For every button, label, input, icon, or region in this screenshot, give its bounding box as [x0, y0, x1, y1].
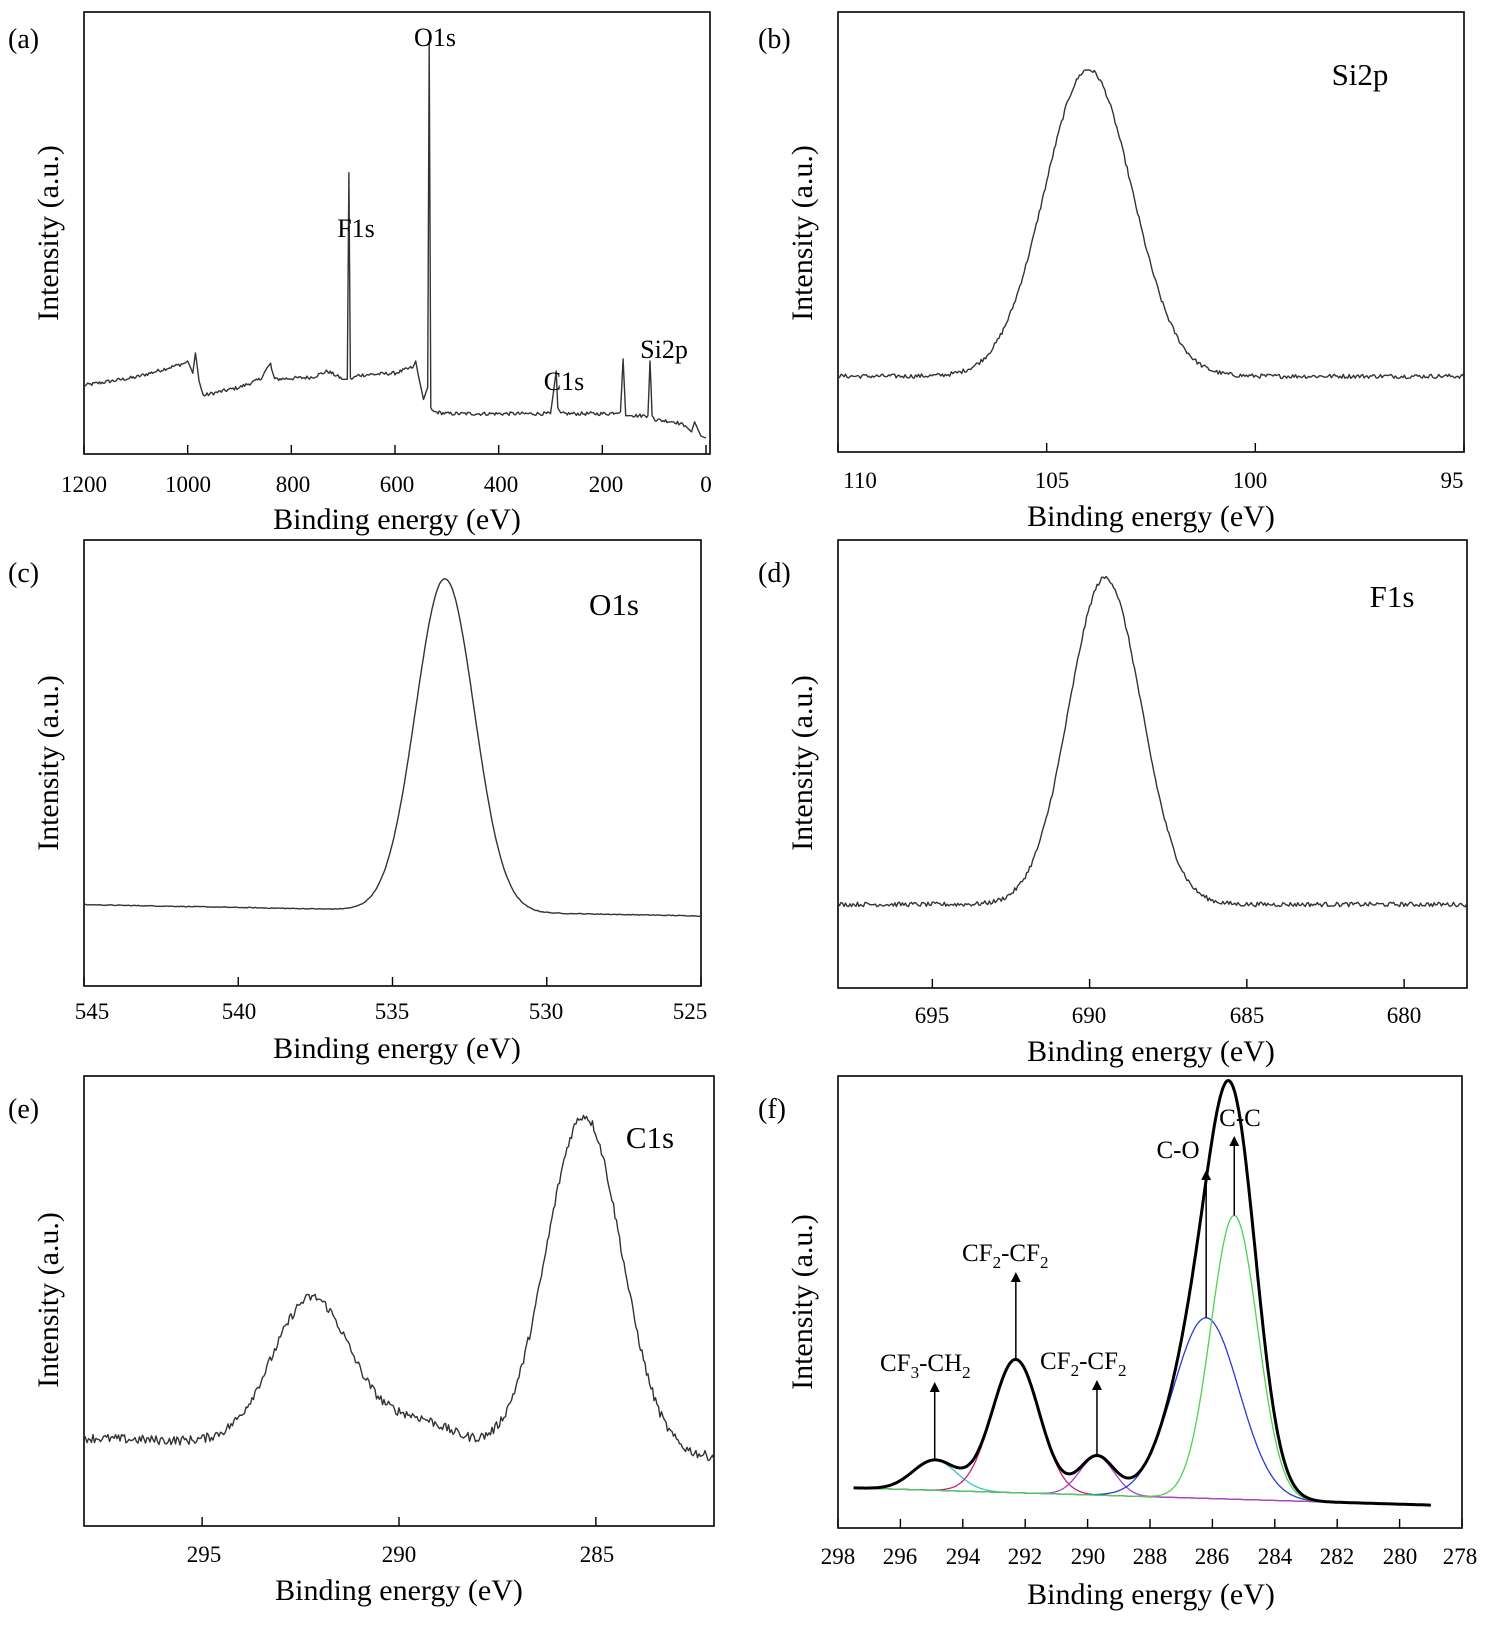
panel-f-annotation-cf3-ch2: CF3-CH2 — [880, 1350, 971, 1382]
panel-f-xtick-label: 290 — [1071, 1544, 1106, 1569]
panel-d-xtick-label: 690 — [1072, 1003, 1107, 1028]
panel-a-peak-label-o1s: O1s — [414, 23, 456, 52]
panel-e-label: (e) — [8, 1094, 39, 1125]
panel-c-label: (c) — [8, 558, 39, 589]
panel-f-arrow-head-c-c — [1229, 1136, 1240, 1146]
panel-f-xtick-label: 284 — [1258, 1544, 1293, 1569]
panel-f-component-cf2-cf2-292 — [853, 1358, 1431, 1506]
panel-e-x-axis-label: Binding energy (eV) — [275, 1574, 523, 1607]
panel-a-label: (a) — [8, 24, 39, 55]
panel-f-xtick-label: 298 — [821, 1544, 856, 1569]
panel-d-x-ticks — [931, 979, 1405, 988]
panel-f-envelope — [853, 1079, 1431, 1507]
panel-b-y-axis-label: Intensity (a.u.) — [786, 145, 819, 321]
panel-e-x-ticks — [201, 1517, 597, 1526]
panel-a-xtick-label: 0 — [700, 472, 712, 497]
panel-e-xtick-label: 285 — [580, 1542, 615, 1567]
panel-a-survey-spectrum: (a) 1200 1000 800 600 400 200 0 Binding … — [8, 11, 712, 536]
panel-f-arrow-head-c-o — [1201, 1170, 1212, 1180]
panel-b-x-axis-label: Binding energy (eV) — [1027, 500, 1275, 533]
panel-f-component-c-o — [853, 1317, 1431, 1506]
panel-e-c1s-trace — [83, 1114, 715, 1461]
panel-a-xtick-label: 600 — [380, 472, 415, 497]
panel-a-xtick-label: 800 — [276, 472, 311, 497]
panel-c-xtick-label: 525 — [673, 999, 708, 1024]
panel-c-xtick-label: 545 — [75, 999, 110, 1024]
panel-b-label: (b) — [758, 24, 791, 55]
panel-f-annotation-c-o: C-O — [1156, 1137, 1199, 1164]
panel-f-annotation-arrows — [929, 1136, 1240, 1460]
panel-e-frame — [83, 1075, 715, 1527]
panel-f-annotation-cf2-cf2-a: CF2-CF2 — [962, 1240, 1049, 1272]
panel-f-annotation-c-c: C-C — [1219, 1105, 1261, 1132]
panel-e-xtick-label: 295 — [187, 1542, 222, 1567]
panel-f-xtick-label: 282 — [1320, 1544, 1355, 1569]
panel-a-y-axis-label: Intensity (a.u.) — [32, 145, 65, 321]
panel-d-xtick-label: 685 — [1230, 1003, 1265, 1028]
panel-f-xtick-label: 280 — [1383, 1544, 1418, 1569]
panel-a-peak-label-c1s: C1s — [544, 367, 584, 396]
panel-c-y-axis-label: Intensity (a.u.) — [32, 675, 65, 851]
panel-f-arrow-head-cf2-cf2-b — [1091, 1380, 1102, 1390]
panel-c-xtick-label: 540 — [222, 999, 257, 1024]
panel-c-xtick-label: 530 — [529, 999, 564, 1024]
panel-d-frame — [837, 539, 1468, 989]
panel-d-xtick-label: 680 — [1387, 1003, 1422, 1028]
panel-d-f1s-trace — [837, 575, 1468, 908]
panel-b-xtick-label: 100 — [1233, 468, 1268, 493]
panel-b-title: Si2p — [1332, 57, 1389, 92]
panel-b-x-ticks — [837, 443, 1465, 452]
panel-a-xtick-label: 1200 — [61, 472, 107, 497]
panel-e-xtick-label: 290 — [382, 1542, 417, 1567]
panel-f-xtick-label: 294 — [946, 1544, 981, 1569]
panel-f-xtick-label: 286 — [1195, 1544, 1230, 1569]
panel-f-arrow-head-cf3-ch2 — [929, 1382, 940, 1392]
panel-a-survey-trace — [83, 42, 707, 439]
panel-a-frame — [83, 11, 711, 455]
panel-f-xtick-label: 278 — [1443, 1544, 1478, 1569]
panel-c-x-axis-label: Binding energy (eV) — [273, 1032, 521, 1065]
panel-b-frame — [837, 11, 1465, 453]
panel-a-xtick-label: 200 — [589, 472, 624, 497]
panel-c-title: O1s — [589, 587, 639, 622]
panel-f-x-ticks — [837, 1519, 1463, 1528]
panel-e-title: C1s — [626, 1120, 674, 1155]
panel-b-si2p-spectrum: (b) 110 105 100 95 Binding energy (eV) I… — [758, 11, 1465, 533]
panel-b-xtick-label: 105 — [1035, 468, 1070, 493]
panel-f-xtick-label: 292 — [1008, 1544, 1043, 1569]
panel-a-peak-label-f1s: F1s — [337, 214, 375, 243]
panel-a-xtick-label: 400 — [484, 472, 519, 497]
panel-f-xtick-label: 288 — [1133, 1544, 1168, 1569]
panel-d-x-axis-label: Binding energy (eV) — [1027, 1035, 1275, 1068]
panel-f-component-cf2-cf2-290 — [853, 1455, 1431, 1506]
panel-c-x-ticks — [83, 977, 702, 986]
panel-e-c1s-spectrum: (e) 295 290 285 Binding energy (eV) Inte… — [8, 1075, 715, 1607]
panel-a-peak-label-si2p: Si2p — [640, 335, 688, 364]
panel-f-c1s-fitted-spectrum: (f) 298 296 294 292 290 288 286 284 282 … — [758, 1075, 1478, 1611]
panel-f-arrow-head-cf2-cf2-a — [1010, 1272, 1021, 1282]
panel-f-xtick-label: 296 — [883, 1544, 918, 1569]
panel-f-y-axis-label: Intensity (a.u.) — [786, 1214, 819, 1390]
panel-f-annotation-cf2-cf2-b: CF2-CF2 — [1040, 1348, 1127, 1380]
panel-a-xtick-label: 1000 — [165, 472, 211, 497]
panel-b-si2p-trace — [837, 69, 1465, 380]
panel-a-x-axis-label: Binding energy (eV) — [273, 503, 521, 536]
panel-d-f1s-spectrum: (d) 695 690 685 680 Binding energy (eV) … — [758, 539, 1468, 1068]
panel-c-xtick-label: 535 — [375, 999, 410, 1024]
panel-f-x-axis-label: Binding energy (eV) — [1027, 1578, 1275, 1611]
panel-d-y-axis-label: Intensity (a.u.) — [786, 675, 819, 851]
panel-e-y-axis-label: Intensity (a.u.) — [32, 1212, 65, 1388]
panel-b-xtick-label: 110 — [843, 468, 877, 493]
panel-a-x-ticks — [83, 445, 707, 454]
panel-f-label: (f) — [758, 1094, 786, 1125]
panel-b-xtick-label: 95 — [1441, 468, 1464, 493]
panel-c-o1s-trace — [83, 578, 702, 917]
panel-d-label: (d) — [758, 558, 791, 589]
panel-c-o1s-spectrum: (c) 545 540 535 530 525 Binding energy (… — [8, 539, 708, 1065]
panel-d-xtick-label: 695 — [915, 1003, 950, 1028]
panel-d-title: F1s — [1370, 579, 1415, 614]
